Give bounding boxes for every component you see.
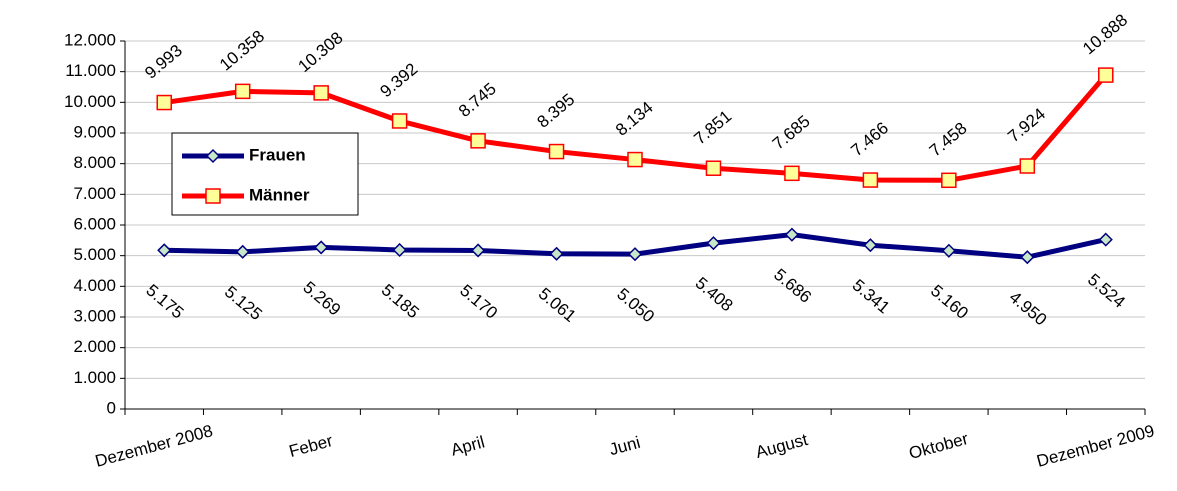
y-tick-label: 11.000 bbox=[65, 61, 116, 80]
data-label: 10.308 bbox=[294, 28, 346, 76]
marker bbox=[391, 113, 408, 129]
x-tick-label: Feber bbox=[287, 431, 335, 461]
data-label: 8.395 bbox=[533, 90, 578, 132]
data-label: 10.888 bbox=[1079, 10, 1131, 58]
x-tick-label: August bbox=[754, 430, 810, 462]
data-label: 5.408 bbox=[692, 273, 737, 315]
data-label: 4.950 bbox=[1006, 287, 1051, 329]
marker bbox=[471, 243, 486, 258]
data-label: 7.458 bbox=[926, 119, 971, 161]
x-tick-label: Dezember 2008 bbox=[93, 421, 215, 471]
marker bbox=[705, 160, 722, 176]
y-tick-label: 7.000 bbox=[73, 184, 116, 203]
marker bbox=[205, 188, 221, 204]
data-label: 9.993 bbox=[141, 41, 186, 83]
data-label: 5.061 bbox=[535, 284, 580, 326]
data-label: 9.392 bbox=[377, 59, 422, 101]
y-tick-label: 8.000 bbox=[73, 153, 116, 172]
marker bbox=[157, 243, 172, 258]
data-label: 7.851 bbox=[690, 107, 735, 149]
legend-label: Frauen bbox=[249, 145, 306, 164]
marker bbox=[706, 236, 721, 251]
data-label: 7.466 bbox=[847, 118, 892, 160]
x-tick-label: Oktober bbox=[907, 429, 971, 463]
marker bbox=[627, 151, 643, 168]
data-label: 10.358 bbox=[216, 27, 268, 75]
x-tick-label: April bbox=[449, 432, 487, 459]
y-tick-label: 12.000 bbox=[64, 30, 116, 49]
marker bbox=[470, 133, 486, 149]
legend-label: Männer bbox=[249, 185, 310, 204]
marker bbox=[234, 83, 251, 100]
marker bbox=[863, 238, 878, 253]
marker bbox=[205, 148, 221, 164]
marker bbox=[862, 172, 879, 188]
marker bbox=[1098, 232, 1113, 247]
marker bbox=[1019, 158, 1036, 174]
y-tick-label: 10.000 bbox=[64, 92, 116, 111]
y-tick-label: 3.000 bbox=[73, 306, 116, 325]
marker bbox=[549, 246, 564, 261]
marker bbox=[784, 165, 800, 182]
legend: Frauen Männer bbox=[171, 132, 359, 216]
marker bbox=[1020, 250, 1035, 265]
marker bbox=[392, 242, 407, 258]
data-label: 7.924 bbox=[1004, 104, 1049, 146]
marker bbox=[235, 244, 250, 259]
x-tick-label: Juni bbox=[607, 433, 642, 459]
data-label: 5.341 bbox=[849, 275, 894, 317]
data-label: 5.175 bbox=[142, 281, 187, 323]
data-label: 5.170 bbox=[456, 281, 501, 323]
data-label: 5.269 bbox=[299, 278, 344, 320]
y-tick-label: 5.000 bbox=[73, 245, 116, 264]
y-tick-label: 4.000 bbox=[73, 276, 116, 295]
marker bbox=[548, 143, 565, 160]
data-label: 5.524 bbox=[1084, 270, 1129, 312]
marker bbox=[941, 243, 956, 258]
y-tick-label: 0 bbox=[107, 398, 116, 417]
marker bbox=[784, 227, 799, 242]
y-tick-label: 2.000 bbox=[73, 337, 116, 356]
y-tick-label: 9.000 bbox=[73, 122, 116, 141]
data-label: 8.745 bbox=[455, 79, 500, 121]
marker bbox=[156, 94, 172, 111]
x-tick-label: Dezember 2009 bbox=[1035, 421, 1157, 471]
data-label: 5.050 bbox=[613, 284, 658, 326]
marker bbox=[941, 172, 957, 189]
marker bbox=[313, 85, 329, 101]
marker bbox=[1098, 67, 1114, 83]
legend-box bbox=[171, 132, 359, 216]
marker bbox=[627, 247, 643, 262]
y-tick-label: 6.000 bbox=[73, 214, 116, 233]
y-tick-label: 1.000 bbox=[73, 368, 116, 387]
marker bbox=[314, 240, 329, 255]
data-label: 5.125 bbox=[221, 282, 266, 324]
